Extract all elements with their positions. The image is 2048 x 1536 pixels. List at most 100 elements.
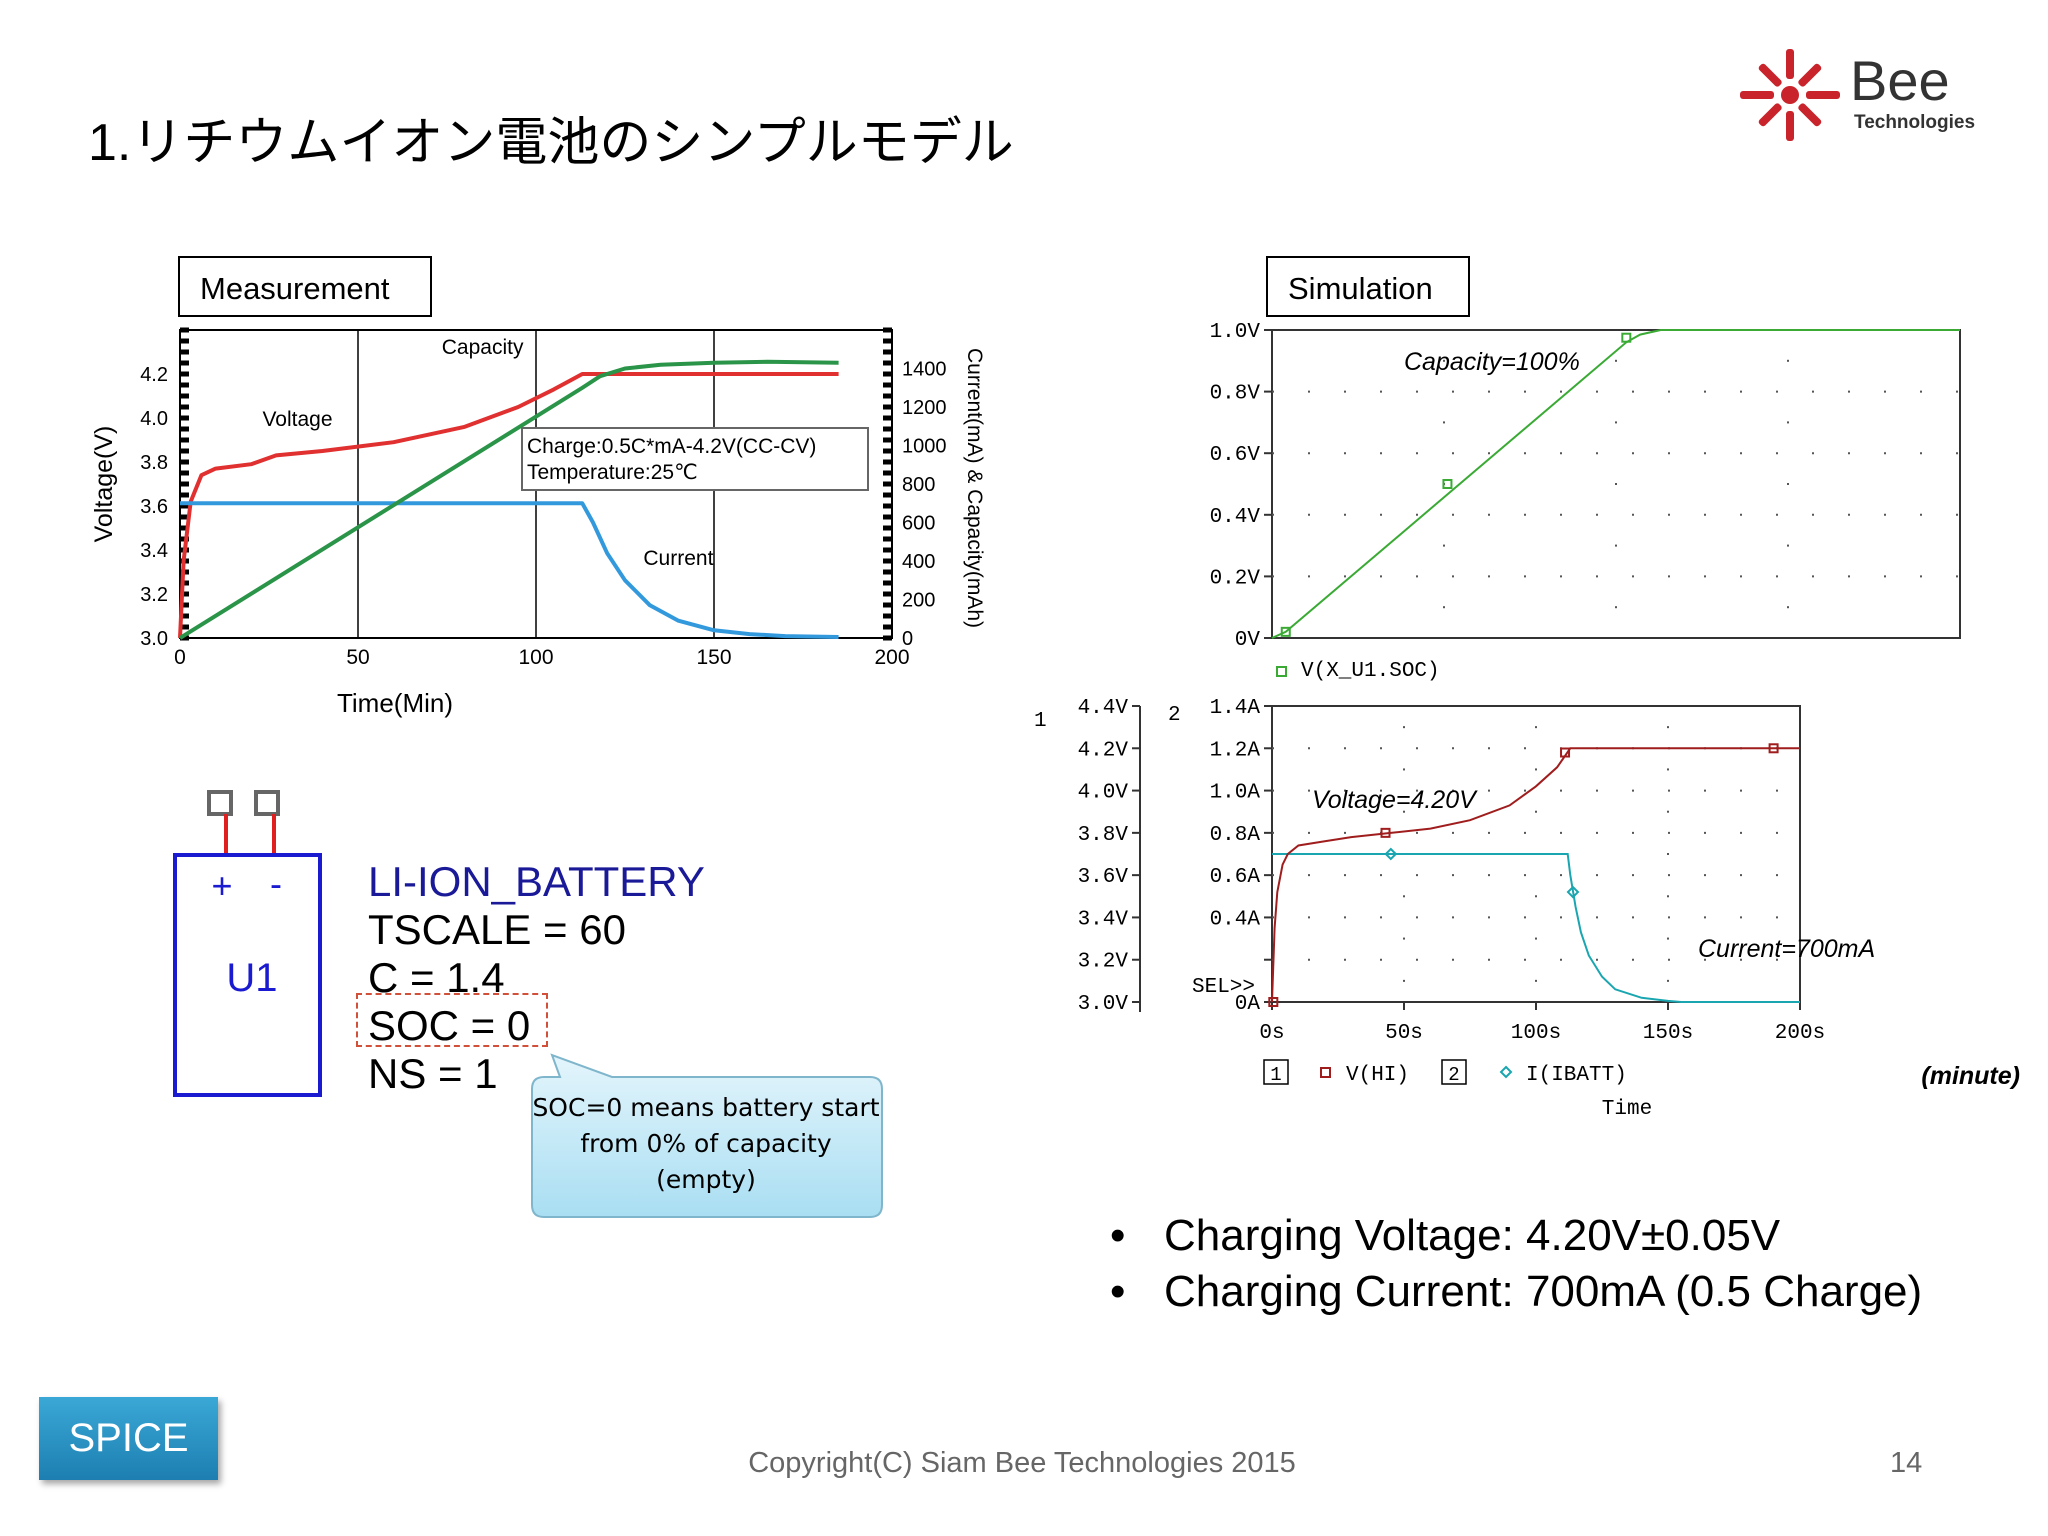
series-vhi-marker xyxy=(1380,827,1391,838)
series-capacity-line xyxy=(178,359,839,640)
series-soc-marker xyxy=(1442,479,1453,489)
battery-body xyxy=(173,853,322,1097)
simulation-soc-grid-dot xyxy=(1615,606,1617,609)
simulation-soc-y-tick-label: 0.2V xyxy=(1210,567,1261,590)
simulation-vi-grid-dot xyxy=(1403,895,1405,898)
measurement-label: Measurement xyxy=(178,256,432,317)
simulation-soc-grid-dot xyxy=(1443,359,1445,362)
simulation-current-y-tick-label: 0.8A xyxy=(1210,824,1261,847)
measurement-y-tick-label: 4.2 xyxy=(140,364,168,386)
simulation-vi-grid-dot xyxy=(1535,726,1537,729)
ibatt-legend-label: I(IBATT) xyxy=(1526,1064,1627,1087)
measurement-y-tick-label: 3.4 xyxy=(140,540,168,562)
measurement-y2-tick-label: 1000 xyxy=(902,436,947,458)
plus-sign: + xyxy=(211,865,232,906)
bee-logo: Bee Technologies xyxy=(1740,49,1975,141)
current-annotation: Current=700mA xyxy=(1698,935,1875,963)
simulation-voltage-y-tick-label: 3.4V xyxy=(1078,908,1129,931)
simulation-vi-grid-dot xyxy=(1535,895,1537,898)
measurement-y2-tick-label: 200 xyxy=(902,590,935,612)
series-soc-marker xyxy=(1621,332,1632,343)
battery-label: U1 xyxy=(226,956,277,1000)
minute-unit-note: (minute) xyxy=(1921,1062,2020,1090)
legend-1-number: 1 xyxy=(1270,1064,1281,1086)
time-axis-label: Time xyxy=(1602,1098,1652,1121)
measurement-y2-tick-label: 1200 xyxy=(902,397,947,419)
simulation-vi-grid-dot xyxy=(1403,726,1405,729)
simulation-soc-y-tick-label: 0.4V xyxy=(1210,506,1261,529)
simulation-vi-grid-dot xyxy=(1667,810,1669,813)
series-vhi-marker xyxy=(1268,997,1279,1007)
soc-callout-bubble xyxy=(531,1053,883,1218)
simulation-label: Simulation xyxy=(1266,256,1470,317)
bullet-charging-voltage: Charging Voltage: 4.20V±0.05V xyxy=(1164,1211,1781,1260)
measurement-y2-axis-label: Current(mA) & Capacity(mAh) xyxy=(963,348,986,628)
measurement-y-tick-label: 4.0 xyxy=(140,408,168,430)
simulation-vi-grid-dot xyxy=(1403,768,1405,771)
simulation-vi-grid-dot xyxy=(1403,810,1405,813)
simulation-voltage-y-tick-label: 4.0V xyxy=(1078,782,1129,805)
page-number: 14 xyxy=(1890,1447,1923,1479)
measurement-x-tick-label: 150 xyxy=(696,646,731,669)
measurement-annotation-line-1: Charge:0.5C*mA-4.2V(CC-CV) xyxy=(527,435,816,458)
simulation-x-tick-label: 0s xyxy=(1259,1022,1284,1045)
legend-2-box xyxy=(1441,1059,1467,1085)
simulation-soc-grid-dot xyxy=(1787,359,1789,362)
vhi-legend-marker xyxy=(1320,1067,1331,1078)
minus-sign: - xyxy=(270,863,282,904)
simulation-soc-grid-dot xyxy=(1443,544,1445,547)
simulation-soc-grid-dot xyxy=(1443,421,1445,424)
simulation-vi-grid-dot xyxy=(1535,768,1537,771)
simulation-x-tick-label: 200s xyxy=(1775,1022,1825,1045)
measurement-x-axis-label: Time(Min) xyxy=(337,688,453,718)
series-ibatt-line xyxy=(1272,853,1800,1003)
simulation-soc-chart: 1.0V 0.8V 0.6V 0.4V 0.2V 0V Capacity=100% V(X… xyxy=(1210,321,1961,683)
simulation-voltage-y-tick-label: 4.4V xyxy=(1078,697,1129,720)
simulation-current-y-tick-label: 1.2A xyxy=(1210,739,1261,762)
legend-2-number: 2 xyxy=(1448,1064,1459,1086)
battery-symbol: + - U1 xyxy=(173,790,322,1097)
axis-1-marker: 1 xyxy=(1034,710,1047,733)
voltage-annotation: Voltage=4.20V xyxy=(1312,786,1478,814)
measurement-y2-tick-label: 600 xyxy=(902,513,935,535)
measurement-x-tick-label: 50 xyxy=(346,646,369,669)
plus-terminal-pin xyxy=(207,790,233,816)
measurement-x-tick-label: 100 xyxy=(518,646,553,669)
series-capacity-label: Capacity xyxy=(442,336,524,359)
logo-subtext: Technologies xyxy=(1854,112,1975,133)
simulation-vi-grid-dot xyxy=(1667,726,1669,729)
simulation-soc-grid-dot xyxy=(1787,606,1789,609)
measurement-y-tick-label: 3.0 xyxy=(140,628,168,650)
spice-button[interactable]: SPICE xyxy=(39,1397,218,1480)
simulation-vi-grid-dot xyxy=(1403,937,1405,940)
soc-legend-marker xyxy=(1276,666,1287,677)
simulation-voltage-current-chart: 4.4V 4.2V 4.0V 3.8V 3.6V 3.4V 3.2V 3.0V 1.4A 1.2A… xyxy=(1034,697,2020,1121)
simulation-voltage-y-tick-label: 3.6V xyxy=(1078,866,1129,889)
measurement-annotation-box xyxy=(521,427,869,491)
soc-legend-label: V(X_U1.SOC) xyxy=(1301,660,1440,683)
bullet-list: • Charging Voltage: 4.20V±0.05V • Charging… xyxy=(1110,1208,1922,1320)
simulation-vi-grid-dot xyxy=(1667,937,1669,940)
vhi-legend-label: V(HI) xyxy=(1346,1064,1409,1087)
simulation-soc-grid-dot xyxy=(1615,544,1617,547)
battery-parameters: LI-ION_BATTERY TSCALE = 60 C = 1.4 SOC =… xyxy=(368,858,705,1098)
simulation-soc-grid-dot xyxy=(1615,359,1617,362)
logo-text: Bee xyxy=(1850,49,1950,112)
series-soc-marker xyxy=(1280,626,1291,637)
legend-1-box xyxy=(1263,1059,1289,1085)
simulation-x-tick-label: 150s xyxy=(1643,1022,1693,1045)
simulation-vi-grid-dot xyxy=(1535,937,1537,940)
param-tscale: TSCALE = 60 xyxy=(368,906,626,953)
simulation-soc-grid-dot xyxy=(1615,421,1617,424)
bullet-charging-current: Charging Current: 700mA (0.5 Charge) xyxy=(1164,1267,1923,1316)
measurement-annotation-line-2: Temperature:25℃ xyxy=(527,461,698,484)
simulation-soc-grid-dot xyxy=(1787,421,1789,424)
bullet-item: • Charging Current: 700mA (0.5 Charge) xyxy=(1110,1267,1923,1316)
simulation-vi-grid-dot xyxy=(1535,810,1537,813)
measurement-y2-tick-label: 1400 xyxy=(902,359,947,381)
simulation-soc-grid-dot xyxy=(1787,483,1789,485)
bullet-item: • Charging Voltage: 4.20V±0.05V xyxy=(1110,1211,1781,1260)
measurement-y2-tick-label: 800 xyxy=(902,474,935,496)
measurement-y2-tick-label: 0 xyxy=(902,628,913,650)
series-vhi-marker xyxy=(1768,743,1779,754)
